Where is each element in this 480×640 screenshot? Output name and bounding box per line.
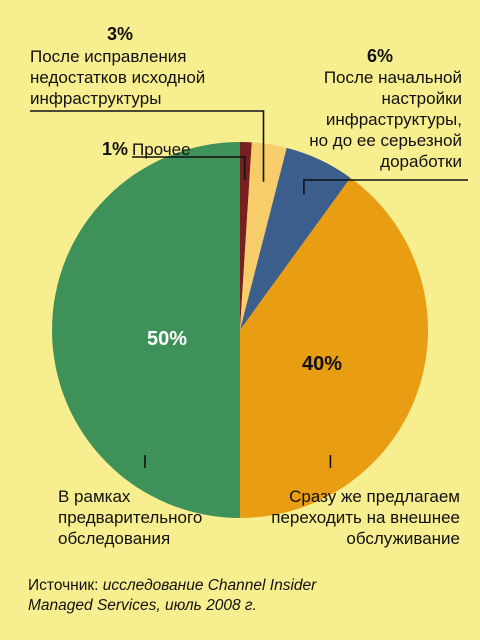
label-after-setup-line: доработки	[380, 152, 462, 171]
slice-labels: 3% После исправления недостатков исходной и…	[30, 24, 462, 548]
label-after-fix-line: После исправления	[30, 47, 187, 66]
label-after-fix: После исправления недостатков исходной инф…	[30, 47, 205, 108]
label-other-line: Прочее	[132, 140, 191, 159]
label-after-setup-line: После начальной	[324, 68, 462, 87]
source-prefix: Источник:	[28, 577, 103, 594]
label-outsource-line: переходить на внешнее	[271, 508, 460, 527]
slice-after_fix	[240, 142, 287, 330]
leader-lines	[30, 110, 468, 468]
slice-outsource	[240, 177, 429, 518]
label-preliminary-line: обследования	[58, 529, 170, 548]
label-preliminary-line: предварительного	[58, 508, 202, 527]
label-outsource: Сразу же предлагаем переходить на внешнее…	[271, 487, 460, 548]
slice-other	[240, 142, 252, 330]
pct-outsource: 40%	[302, 353, 342, 375]
label-after-setup-line: но до ее серьезной	[309, 131, 462, 150]
source-note: Источник: исследование Channel Insider M…	[28, 576, 468, 616]
pct-after-setup: 6%	[367, 46, 393, 66]
leader-other	[132, 156, 246, 181]
slice-after_setup	[240, 147, 351, 330]
label-after-setup: После начальной настройки инфраструктуры, н…	[309, 68, 462, 171]
pct-preliminary: 50%	[147, 328, 187, 350]
source-title-line1: исследование Channel Insider	[102, 577, 317, 594]
label-other: Прочее	[132, 140, 191, 159]
pct-other: 1%	[102, 139, 128, 159]
source-title-line2: Managed Services, июль 2008 г.	[28, 597, 257, 614]
label-outsource-line: обслуживание	[346, 529, 460, 548]
pie-slices	[52, 142, 429, 518]
label-preliminary-line: В рамках	[58, 487, 131, 506]
leader-after-fix	[30, 110, 265, 182]
label-after-fix-line: инфраструктуры	[30, 89, 161, 108]
label-after-fix-line: недостатков исходной	[30, 68, 205, 87]
leader-after-setup	[303, 179, 468, 195]
label-preliminary: В рамках предварительного обследования	[58, 487, 202, 548]
label-after-setup-line: инфраструктуры,	[326, 110, 462, 129]
label-after-setup-line: настройки	[382, 89, 462, 108]
label-outsource-line: Сразу же предлагаем	[289, 487, 460, 506]
pct-after-fix: 3%	[107, 24, 133, 44]
slice-preliminary	[52, 142, 240, 518]
